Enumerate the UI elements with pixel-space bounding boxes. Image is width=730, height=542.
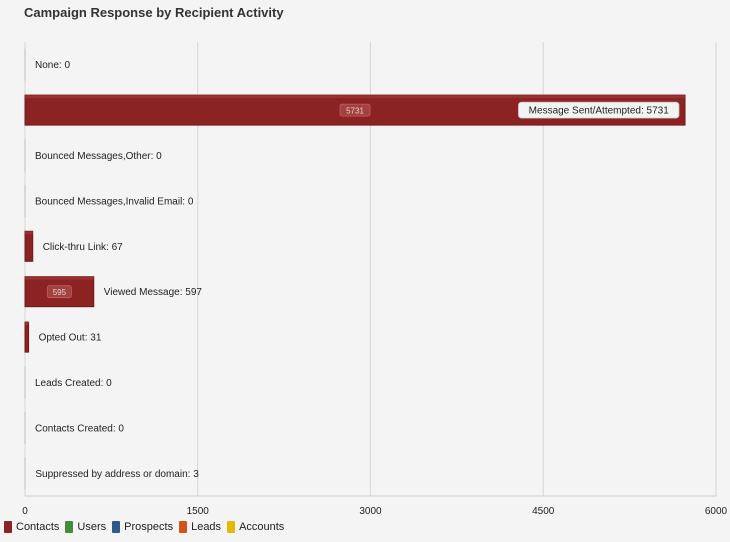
legend-swatch (179, 521, 188, 533)
bar-chart: 0 1500 3000 4500 6000 None: 0 5731 Message Sent… (22, 42, 728, 517)
bar-highlight (25, 322, 29, 326)
legend-label: Leads (191, 521, 222, 533)
bar-label-box (518, 101, 680, 119)
bar-highlight (25, 231, 33, 235)
legend-item[interactable]: Contacts (4, 521, 59, 533)
x-tick-label: 1500 (187, 506, 210, 517)
bar-inner-badge (46, 285, 72, 299)
legend-swatch (227, 521, 236, 533)
legend-label: Contacts (16, 521, 60, 533)
bar-highlight (25, 95, 686, 99)
bar-label: Contacts Created: 0 (35, 423, 124, 434)
bar (24, 230, 34, 262)
bar-label: None: 0 (35, 60, 70, 71)
bar-label: Suppressed by address or domain: 3 (35, 469, 199, 480)
legend-label: Accounts (239, 521, 285, 533)
legend-item[interactable]: Users (65, 521, 106, 533)
chart-title: Campaign Response by Recipient Activity (24, 5, 284, 20)
bar-label: Viewed Message: 597 (104, 287, 203, 298)
legend-item[interactable]: Prospects (112, 521, 173, 533)
legend-item[interactable]: Leads (179, 521, 221, 533)
x-tick-label: 3000 (359, 506, 382, 517)
legend-item[interactable]: Accounts (227, 521, 284, 533)
bar-label: Click-thru Link: 67 (43, 242, 123, 253)
bar-label: Message Sent/Attempted: 5731 (529, 106, 670, 117)
legend-swatch (112, 521, 121, 533)
bar-label: Opted Out: 31 (39, 333, 102, 344)
bar-label: Bounced Messages,Other: 0 (35, 151, 162, 162)
bar-inner-label: 595 (53, 288, 67, 297)
legend-label: Prospects (124, 521, 174, 533)
bar (24, 321, 30, 353)
x-tick-label: 0 (22, 506, 28, 517)
legend-swatch (65, 521, 74, 533)
bar-highlight (25, 276, 94, 280)
legend-swatch (4, 521, 12, 533)
bar-label: Leads Created: 0 (35, 378, 112, 389)
bar-label: Bounced Messages,Invalid Email: 0 (35, 196, 194, 207)
chart-legend: Contacts Users Prospects Leads Accounts (4, 521, 290, 533)
bar-inner-badge (339, 103, 371, 117)
x-tick-label: 6000 (705, 506, 728, 517)
legend-label: Users (77, 521, 107, 533)
bar-inner-label: 5731 (346, 107, 364, 116)
x-tick-label: 4500 (532, 506, 555, 517)
